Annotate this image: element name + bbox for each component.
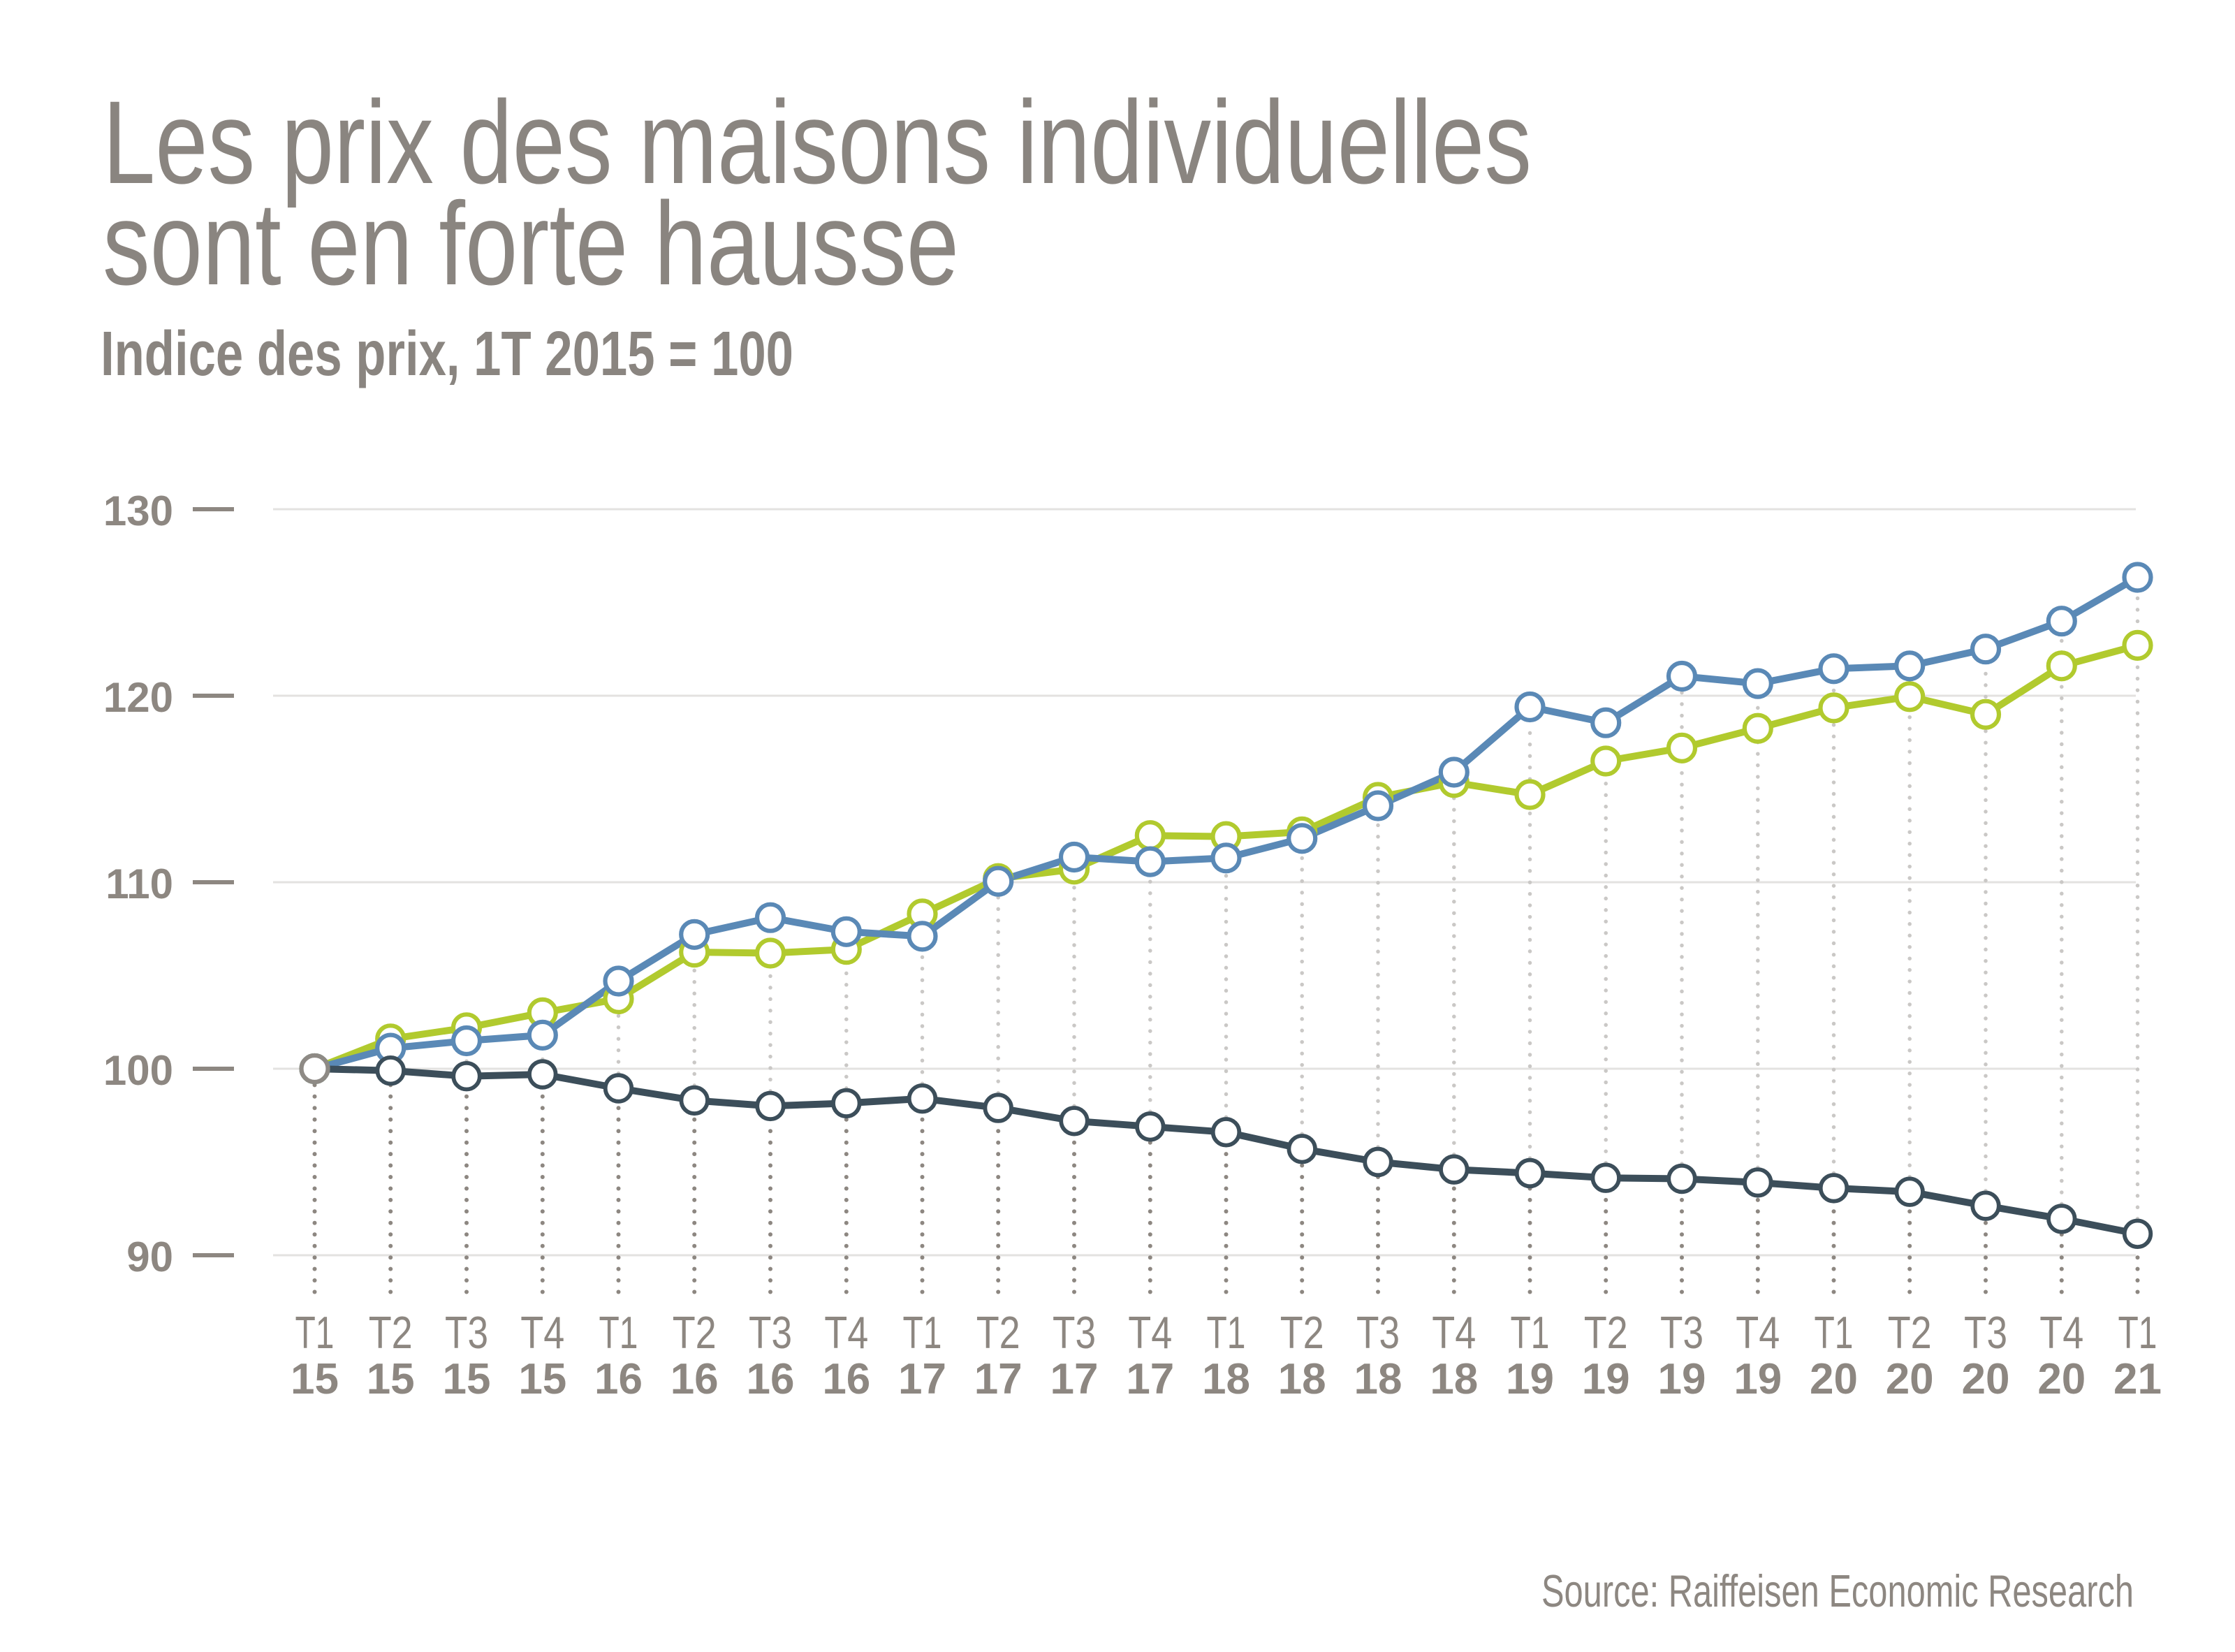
svg-text:20: 20 — [1886, 1355, 1934, 1403]
svg-text:17: 17 — [898, 1355, 946, 1403]
svg-text:16: 16 — [594, 1355, 643, 1403]
svg-text:20: 20 — [2037, 1355, 2086, 1403]
svg-text:100: 100 — [103, 1047, 173, 1094]
svg-text:19: 19 — [1582, 1355, 1630, 1403]
svg-text:T2: T2 — [976, 1307, 1020, 1358]
svg-text:T2: T2 — [1888, 1307, 1932, 1358]
svg-text:T3: T3 — [1660, 1307, 1703, 1358]
svg-text:18: 18 — [1354, 1355, 1402, 1403]
svg-text:T4: T4 — [2039, 1307, 2083, 1358]
svg-text:15: 15 — [518, 1355, 566, 1403]
svg-text:T1: T1 — [295, 1307, 335, 1358]
svg-text:T3: T3 — [1356, 1307, 1400, 1358]
svg-text:15: 15 — [291, 1355, 339, 1403]
svg-text:T3: T3 — [749, 1307, 792, 1358]
svg-text:15: 15 — [367, 1355, 415, 1403]
svg-text:T4: T4 — [1432, 1307, 1476, 1358]
svg-text:17: 17 — [1050, 1355, 1099, 1403]
svg-text:T1: T1 — [2118, 1307, 2157, 1358]
svg-text:21: 21 — [2113, 1355, 2162, 1403]
svg-text:18: 18 — [1278, 1355, 1326, 1403]
svg-text:Indice des prix, 1T 2015 = 100: Indice des prix, 1T 2015 = 100 — [101, 319, 793, 389]
svg-text:T1: T1 — [1815, 1307, 1854, 1358]
svg-text:T3: T3 — [1964, 1307, 2007, 1358]
svg-text:17: 17 — [1126, 1355, 1174, 1403]
svg-text:16: 16 — [670, 1355, 719, 1403]
svg-text:19: 19 — [1734, 1355, 1782, 1403]
svg-text:16: 16 — [822, 1355, 870, 1403]
svg-text:T3: T3 — [445, 1307, 488, 1358]
svg-text:19: 19 — [1658, 1355, 1706, 1403]
svg-text:T4: T4 — [1736, 1307, 1780, 1358]
svg-text:17: 17 — [974, 1355, 1023, 1403]
svg-text:20: 20 — [1962, 1355, 2010, 1403]
svg-text:20: 20 — [1810, 1355, 1858, 1403]
svg-text:Source: Raiffeisen Economic Re: Source: Raiffeisen Economic Research — [1541, 1565, 2134, 1616]
svg-text:18: 18 — [1202, 1355, 1250, 1403]
svg-text:T3: T3 — [1053, 1307, 1096, 1358]
svg-text:T4: T4 — [520, 1307, 564, 1358]
svg-text:90: 90 — [126, 1234, 173, 1280]
svg-text:sont en forte hausse: sont en forte hausse — [103, 177, 959, 309]
svg-text:110: 110 — [105, 861, 173, 907]
svg-text:120: 120 — [103, 674, 173, 721]
svg-text:16: 16 — [747, 1355, 795, 1403]
svg-text:T1: T1 — [1207, 1307, 1246, 1358]
svg-text:19: 19 — [1506, 1355, 1554, 1403]
svg-text:T2: T2 — [1280, 1307, 1324, 1358]
svg-text:130: 130 — [103, 488, 173, 534]
svg-text:T2: T2 — [673, 1307, 717, 1358]
svg-text:18: 18 — [1430, 1355, 1478, 1403]
svg-text:T4: T4 — [824, 1307, 868, 1358]
svg-text:T1: T1 — [903, 1307, 942, 1358]
svg-text:15: 15 — [443, 1355, 491, 1403]
svg-text:T4: T4 — [1128, 1307, 1172, 1358]
svg-text:T2: T2 — [1584, 1307, 1628, 1358]
svg-text:Les prix des maisons individue: Les prix des maisons individuelles — [103, 76, 1532, 208]
svg-text:T1: T1 — [599, 1307, 638, 1358]
svg-text:T2: T2 — [369, 1307, 413, 1358]
svg-text:T1: T1 — [1511, 1307, 1550, 1358]
